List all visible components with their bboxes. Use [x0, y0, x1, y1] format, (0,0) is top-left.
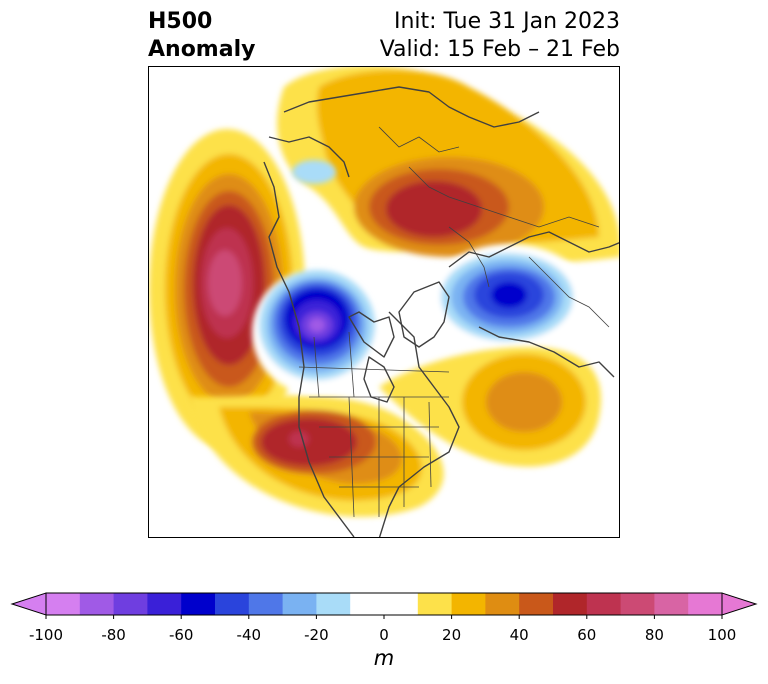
colorbar-segment: [654, 593, 689, 615]
colorbar: [10, 592, 758, 619]
colorbar-segment: [215, 593, 250, 615]
colorbar-segment: [485, 593, 520, 615]
state-borders: [298, 331, 450, 518]
colorbar-segment: [282, 593, 317, 615]
colorbar-tick: -20: [304, 626, 329, 644]
colorbar-segment: [586, 593, 622, 615]
colorbar-tick: -80: [101, 626, 126, 644]
colorbar-segment: [46, 593, 81, 615]
colorbar-segment: [519, 593, 554, 615]
colorbar-segment: [620, 593, 655, 615]
title-field-type: Anomaly: [148, 37, 256, 62]
colorbar-unit-label: m: [373, 646, 395, 670]
colorbar-segment: [417, 593, 453, 615]
map-panel: [148, 66, 620, 538]
colorbar-tick: -40: [236, 626, 262, 644]
eurasia-trough: [429, 244, 589, 354]
colorbar-segment: [113, 593, 148, 615]
colorbar-tick: -100: [28, 626, 64, 644]
colorbar-tick: 40: [509, 626, 529, 644]
colorbar-segment: [181, 593, 216, 615]
colorbar-tick: 20: [442, 626, 462, 644]
colorbar-tick: -60: [168, 626, 194, 644]
colorbar-segment: [147, 593, 182, 615]
colorbar-segment: [350, 593, 419, 615]
canada-trough: [252, 270, 376, 394]
anomaly-map: [149, 67, 619, 537]
siberia-ridge: [277, 67, 619, 263]
colorbar-tick: 0: [379, 626, 389, 644]
southwest-ridge: [189, 395, 444, 517]
atlantic-ridge: [379, 347, 601, 467]
coastlines: [263, 86, 619, 537]
colorbar-over-arrow: [721, 592, 758, 616]
title-right: Init: Tue 31 Jan 2023 Valid: 15 Feb – 21…: [380, 8, 620, 64]
colorbar-segment: [79, 593, 115, 615]
colorbar-tick: 100: [707, 626, 737, 644]
colorbar-segment: [553, 593, 588, 615]
colorbar-tick: 60: [577, 626, 597, 644]
init-time-label: Init: Tue 31 Jan 2023: [393, 9, 620, 34]
country-borders: [378, 126, 610, 328]
title-left: H500 Anomaly: [148, 8, 255, 64]
colorbar-tick: 80: [644, 626, 664, 644]
valid-period-label: Valid: 15 Feb – 21 Feb: [379, 37, 620, 62]
colorbar-segment: [688, 593, 723, 615]
colorbar-segment: [451, 593, 486, 615]
title-field-name: H500: [148, 9, 213, 34]
alaska-weak-low: [292, 160, 336, 184]
colorbar-under-arrow: [10, 592, 47, 616]
colorbar-segment: [248, 593, 284, 615]
colorbar-segment: [316, 593, 351, 615]
